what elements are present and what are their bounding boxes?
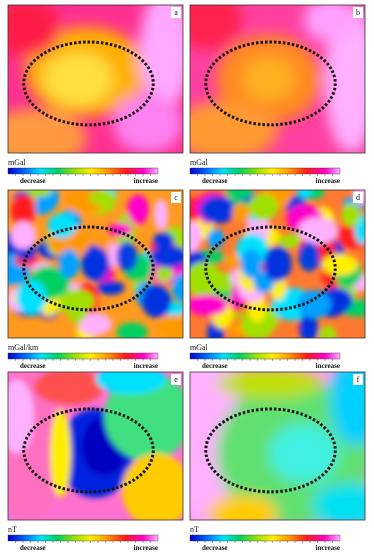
colorbar xyxy=(190,168,340,174)
colorbar xyxy=(8,535,158,541)
colorbar-unit: mGal/km xyxy=(8,343,39,352)
anomaly xyxy=(48,213,77,238)
panel-label: f xyxy=(357,375,360,384)
colorbar-unit: mGal xyxy=(8,158,27,167)
anomaly xyxy=(59,249,80,279)
anomaly xyxy=(117,322,148,342)
panel-label: c xyxy=(174,193,178,202)
anomaly xyxy=(50,409,71,498)
anomaly xyxy=(200,196,237,224)
anomaly xyxy=(185,262,223,296)
anomaly xyxy=(122,453,192,527)
anomaly xyxy=(322,254,358,276)
map-image xyxy=(0,0,192,168)
map-panel: a mGal decrease increase xyxy=(0,0,192,185)
colorbar-low: decrease xyxy=(202,177,228,185)
anomaly xyxy=(208,495,278,531)
colorbar-high: increase xyxy=(134,362,158,370)
map-panel: d mGal decrease increase xyxy=(179,176,374,370)
anomaly xyxy=(319,325,336,348)
anomaly xyxy=(34,369,104,405)
anomaly xyxy=(127,195,149,225)
anomaly xyxy=(173,101,278,160)
anomaly xyxy=(172,274,190,302)
map-panel: e nT decrease increase xyxy=(0,365,192,550)
colorbar-unit: mGal xyxy=(190,343,209,352)
colorbar xyxy=(8,353,158,359)
anomaly xyxy=(97,281,125,295)
colorbar-low: decrease xyxy=(20,362,46,370)
map-blobs xyxy=(169,342,374,530)
colorbar xyxy=(190,535,340,541)
anomaly xyxy=(0,379,34,453)
map-panel: b mGal decrease increase xyxy=(173,0,374,185)
colorbar xyxy=(190,353,340,359)
colorbar-high: increase xyxy=(316,362,340,370)
anomaly xyxy=(187,295,227,316)
colorbar xyxy=(8,168,158,174)
map-panel: f nT decrease increase xyxy=(169,342,374,550)
anomaly xyxy=(342,203,361,227)
panel-label: b xyxy=(356,8,360,17)
anomaly xyxy=(141,284,171,317)
anomaly xyxy=(264,246,292,282)
colorbar-unit: nT xyxy=(8,525,17,534)
anomaly xyxy=(156,266,172,282)
map-image xyxy=(169,342,374,530)
map-image xyxy=(179,176,374,350)
colorbar-low: decrease xyxy=(202,362,228,370)
anomaly xyxy=(299,242,320,272)
anomaly xyxy=(216,369,321,399)
anomaly xyxy=(16,280,46,315)
colorbar-high: increase xyxy=(134,177,158,185)
colorbar-unit: nT xyxy=(190,525,199,534)
colorbar-high: increase xyxy=(316,544,340,550)
anomaly xyxy=(154,199,168,231)
anomaly xyxy=(68,303,87,323)
anomaly xyxy=(82,246,110,282)
panel-label: d xyxy=(356,193,360,202)
colorbar-high: increase xyxy=(316,177,340,185)
anomaly xyxy=(243,57,296,101)
anomaly xyxy=(89,190,116,206)
map-image xyxy=(0,180,201,342)
colorbar-low: decrease xyxy=(20,177,46,185)
anomaly xyxy=(113,94,183,153)
map-panel: c mGal/km decrease increase xyxy=(0,180,201,370)
anomaly xyxy=(117,242,138,272)
anomaly xyxy=(297,290,332,318)
anomaly xyxy=(241,249,262,279)
panel-label: e xyxy=(174,375,178,384)
colorbar-low: decrease xyxy=(202,544,228,550)
anomaly xyxy=(248,193,278,220)
anomaly xyxy=(43,52,113,105)
anomaly xyxy=(153,232,174,250)
anomaly xyxy=(10,221,36,249)
panel-label: a xyxy=(174,8,178,17)
colorbar-unit: mGal xyxy=(190,158,209,167)
map-image xyxy=(0,365,192,528)
anomaly xyxy=(232,204,250,223)
colorbar-high: increase xyxy=(134,544,158,550)
map-image xyxy=(173,0,374,160)
colorbar-low: decrease xyxy=(20,544,46,550)
